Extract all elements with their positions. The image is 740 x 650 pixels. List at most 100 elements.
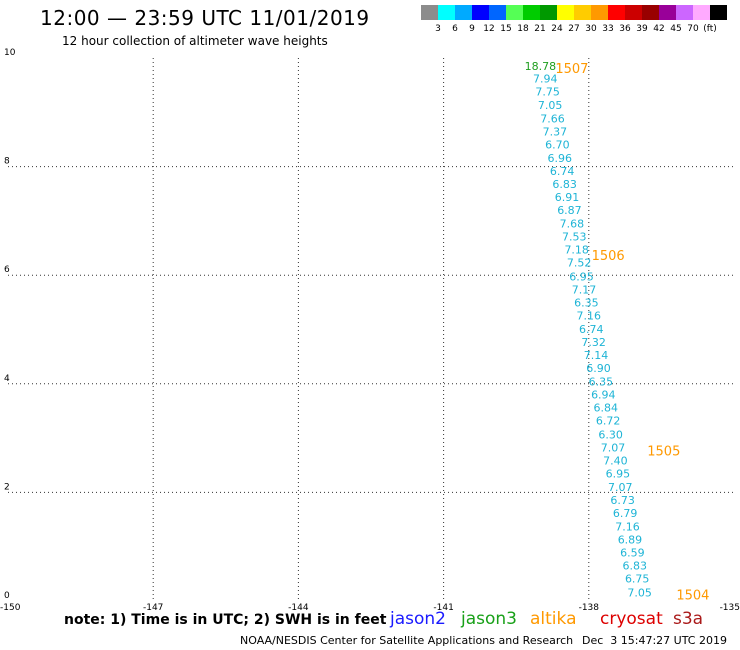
colorbar-tick-label: 39 [636,24,648,34]
data-point-label: 6.84 [593,402,618,415]
colorbar-tick-label: 12 [483,24,495,34]
data-point-label: 7.07 [601,441,626,454]
colorbar-swatch [506,5,523,20]
data-point-label: 7.32 [581,336,606,349]
mission-s3a: s3a [673,609,704,629]
mission-cryosat: cryosat [600,609,663,629]
data-point-label: 6.83 [552,178,577,191]
data-point-label: 6.73 [610,494,635,507]
colorbar-swatch [625,5,642,20]
data-point-label: 7.07 [608,481,633,494]
colorbar-swatch [557,5,574,20]
mission-jason3: jason3 [461,609,517,629]
colorbar-swatch [642,5,659,20]
data-point-label: 7.52 [567,257,592,270]
colorbar-tick-label: 24 [551,24,563,34]
pass-time-annotation: 1505 [647,445,680,460]
colorbar-swatch [659,5,676,20]
x-tick-label: -150 [0,603,21,610]
colorbar-swatch [472,5,489,20]
x-tick-label: -138 [579,603,600,610]
data-point-label: 6.59 [620,547,645,560]
wave-height-plot: -150 -147 -144 -141 -138 -135 0 2 4 6 8 10 18.787.94… [0,48,740,610]
data-point-label: 6.72 [596,415,621,428]
data-point-label: 6.75 [625,573,650,586]
data-point-label: 6.87 [557,204,582,217]
y-tick-label: 4 [4,374,10,384]
colorbar-swatch [540,5,557,20]
colorbar-tick-label: 9 [469,24,475,34]
data-point-label: 7.18 [564,244,589,257]
data-point-label: 7.14 [584,349,609,362]
mission-altika: altika [530,609,577,629]
y-tick-label: 2 [4,482,10,492]
colorbar-tick-label: 15 [500,24,512,34]
data-point-label: 6.91 [555,191,580,204]
data-point-label: 6.30 [598,428,623,441]
colorbar-tick-label: 42 [653,24,665,34]
data-point-label: 7.16 [615,521,640,534]
y-tick-label: 0 [4,591,10,601]
data-point-label: 7.68 [560,218,585,231]
colorbar-tick-label: (ft) [703,24,717,34]
colorbar-tick-label: 3 [435,24,441,34]
mission-jason2: jason2 [390,609,446,629]
colorbar-swatch [438,5,455,20]
colorbar-tick-label: 21 [534,24,546,34]
y-tick-label: 10 [4,48,16,58]
data-point-label: 6.79 [613,507,638,520]
data-point-label: 6.74 [550,165,575,178]
x-tick-label: -147 [143,603,163,610]
y-tick-label: 8 [4,157,10,167]
pass-time-annotation: 1507 [555,62,588,77]
data-point-label: 6.35 [589,376,614,389]
data-point-label: 7.75 [535,86,560,99]
data-point-label: 6.90 [586,362,611,375]
colorbar-tick-label: 18 [517,24,529,34]
colorbar-swatch [523,5,540,20]
data-point-label: 6.35 [574,296,599,309]
colorbar-swatch [676,5,693,20]
colorbar-tick-label: 30 [585,24,597,34]
pass-time-annotation: 1504 [676,589,709,604]
pass-time-annotation: 1506 [592,249,625,264]
x-tick-label: -141 [433,603,453,610]
colorbar-tick-label: 33 [602,24,614,34]
data-point-label: 6.96 [548,152,573,165]
timestamp-text: Dec 3 15:47:27 UTC 2019 [582,634,727,647]
data-point-label: 18.78 [525,60,557,73]
data-point-label: 7.05 [538,99,563,112]
data-point-label: 7.66 [540,112,565,125]
data-point-label: 6.74 [579,323,604,336]
colorbar-swatch [574,5,591,20]
data-point-label: 6.94 [591,389,616,402]
x-tick-label: -144 [288,603,309,610]
colorbar-tick-label: 45 [670,24,682,34]
colorbar-swatch [455,5,472,20]
data-point-label: 7.16 [577,309,602,322]
chart-title: 12:00 — 23:59 UTC 11/01/2019 [40,6,370,30]
data-point-label: 7.05 [627,586,652,599]
colorbar-tick-label: 70 [687,24,699,34]
colorbar-swatch [591,5,608,20]
data-point-label: 6.95 [606,467,631,480]
data-point-label: 7.17 [572,283,597,296]
colorbar-swatch [608,5,625,20]
data-point-label: 6.89 [618,534,643,547]
data-point-label: 7.53 [562,231,587,244]
colorbar-swatch [710,5,727,20]
units-note: note: 1) Time is in UTC; 2) SWH is in fe… [64,612,387,628]
data-point-label: 6.70 [545,138,570,151]
data-point-label: 6.95 [569,270,594,283]
data-point-label: 7.40 [603,454,628,467]
colorbar-tick-label: 6 [452,24,458,34]
credit-text: NOAA/NESDIS Center for Satellite Applica… [240,634,574,647]
colorbar-swatch [693,5,710,20]
data-point-label: 6.83 [623,560,648,573]
x-tick-label: -135 [720,603,740,610]
chart-subtitle: 12 hour collection of altimeter wave hei… [62,34,328,48]
colorbar-swatch [421,5,438,20]
colorbar-tick-label: 27 [568,24,580,34]
data-point-label: 7.94 [533,73,558,86]
colorbar-swatch [489,5,506,20]
